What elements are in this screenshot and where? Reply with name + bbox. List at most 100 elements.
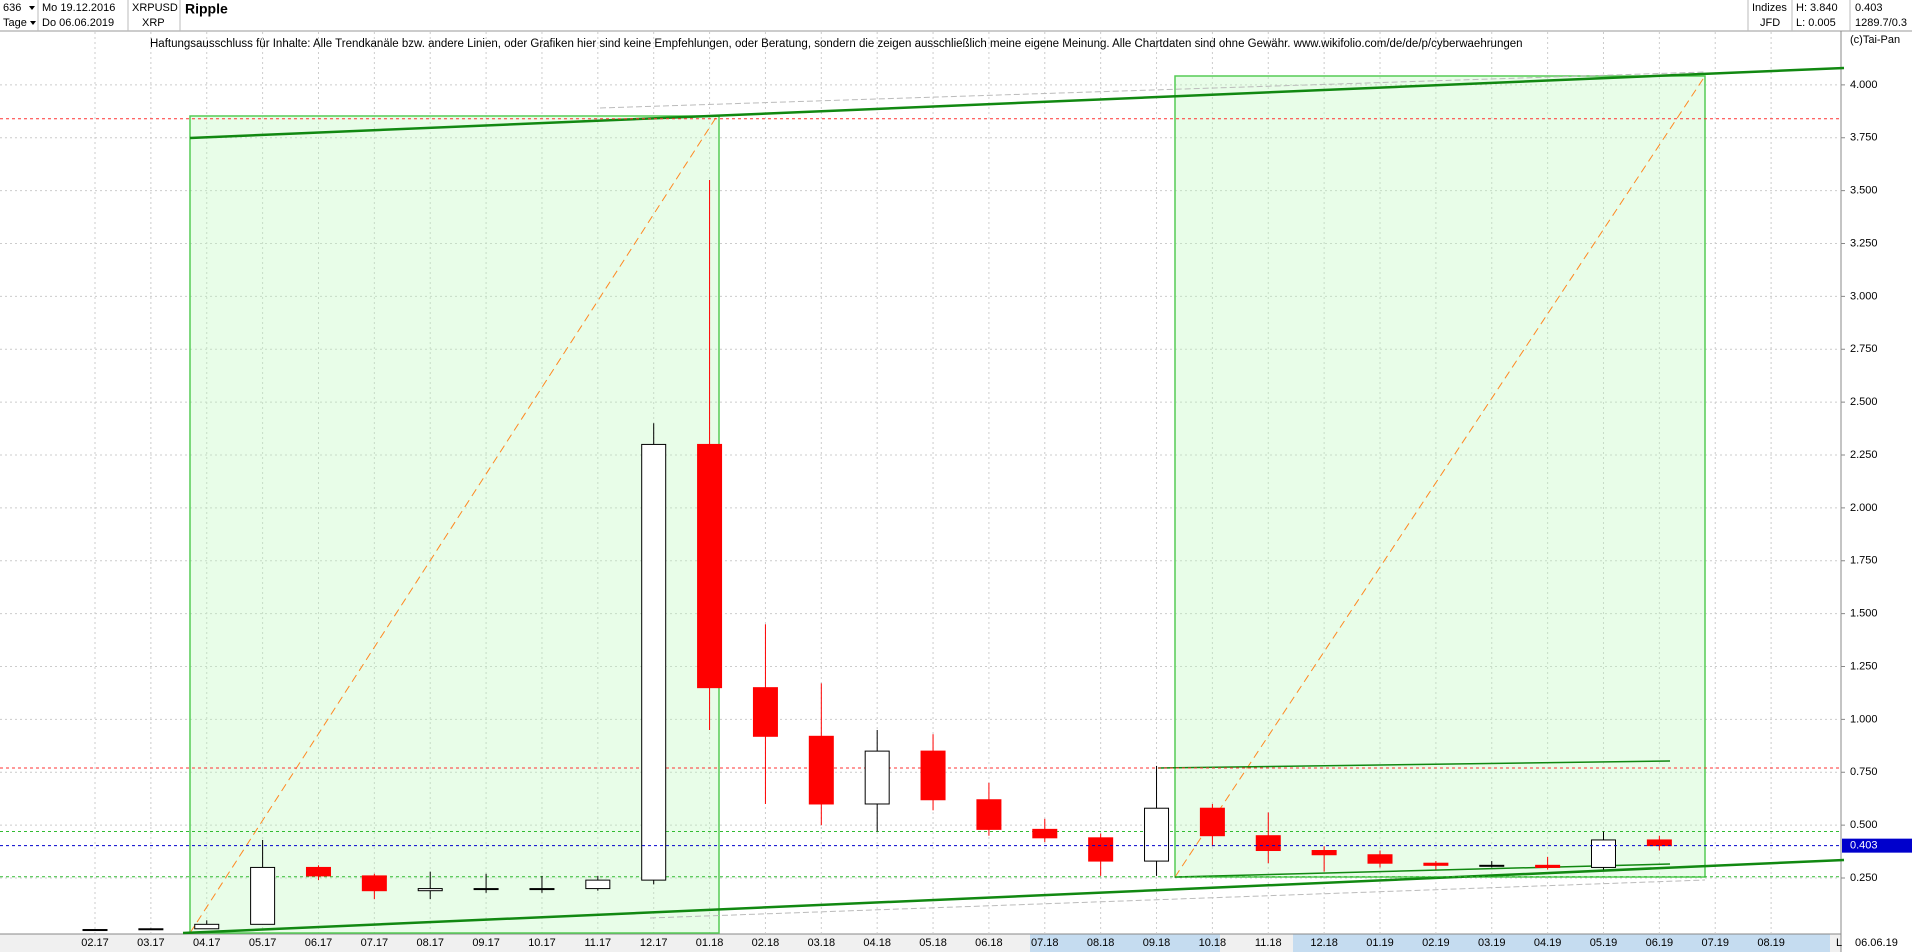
y-tick-label: 1.000 <box>1850 713 1878 725</box>
x-tick-label: 03.17 <box>137 937 165 949</box>
symbol-short: XRP <box>142 17 165 29</box>
x-tick-label: 10.18 <box>1199 937 1227 949</box>
y-tick-label: 3.000 <box>1850 290 1878 302</box>
candle-body <box>1646 839 1672 847</box>
x-tick-label: 09.17 <box>472 937 500 949</box>
x-tick-label: 06.17 <box>305 937 333 949</box>
candle-body <box>417 888 443 892</box>
price-tag <box>1842 838 1912 853</box>
candle-body <box>529 888 555 891</box>
y-tick-label: 3.750 <box>1850 132 1878 144</box>
volume: 1289.7/0.3 <box>1855 17 1907 29</box>
candle-body <box>1199 807 1225 837</box>
candle-body <box>641 443 667 881</box>
y-tick-label: 0.500 <box>1850 819 1878 831</box>
y-tick-label: 1.500 <box>1850 608 1878 620</box>
y-tick-label: 3.500 <box>1850 185 1878 197</box>
candle-body <box>1088 837 1114 862</box>
trend-line <box>182 858 1845 935</box>
trend-line <box>1174 863 1671 878</box>
candle-body <box>194 923 220 930</box>
end-date: Do 06.06.2019 <box>42 17 114 29</box>
y-tick-label: 0.250 <box>1850 872 1878 884</box>
chart-id[interactable]: 636 <box>3 2 21 14</box>
candle-body <box>305 866 331 877</box>
aux-line <box>599 71 1706 109</box>
y-tick-label: 2.250 <box>1850 449 1878 461</box>
candle-body <box>1423 862 1449 866</box>
last-price: 0.403 <box>1855 2 1883 14</box>
low: L: 0.005 <box>1796 17 1836 29</box>
instrument-name: Ripple <box>185 1 228 17</box>
copyright: (c)Tai-Pan <box>1850 34 1900 46</box>
period[interactable]: Tage <box>3 17 27 29</box>
footer-date: 06.06.19 <box>1855 937 1898 949</box>
candle-body <box>82 929 108 932</box>
candle-body <box>1367 854 1393 864</box>
candle-body <box>585 879 611 890</box>
x-tick-label: 02.19 <box>1422 937 1450 949</box>
price-tag-label: 0.403 <box>1850 840 1878 852</box>
x-tick-label: 02.18 <box>752 937 780 949</box>
diagonal <box>1174 75 1706 878</box>
x-tick-label: 07.18 <box>1031 937 1059 949</box>
y-tick-label: 2.000 <box>1850 502 1878 514</box>
candle-body <box>920 750 946 801</box>
x-tick-label: 09.18 <box>1143 937 1171 949</box>
x-tick-label: 02.17 <box>81 937 109 949</box>
scale-mode[interactable]: L <box>1836 937 1842 949</box>
x-tick-label: 03.18 <box>808 937 836 949</box>
candle-body <box>1144 807 1170 862</box>
candle-body <box>1032 828 1058 839</box>
x-tick-label: 01.18 <box>696 937 724 949</box>
x-tick-label: 08.18 <box>1087 937 1115 949</box>
candle-body <box>361 875 387 892</box>
x-tick-label: 05.19 <box>1590 937 1618 949</box>
x-tick-label: 12.17 <box>640 937 668 949</box>
x-tick-label: 04.17 <box>193 937 221 949</box>
y-tick-label: 1.250 <box>1850 660 1878 672</box>
x-tick-label: 05.17 <box>249 937 277 949</box>
dropdown-arrow[interactable] <box>30 21 36 25</box>
candle-body <box>1311 850 1337 856</box>
broker: JFD <box>1760 17 1780 29</box>
x-tick-label: 07.17 <box>361 937 389 949</box>
candle-body <box>473 888 499 891</box>
diagonal <box>189 115 718 934</box>
x-tick-label: 03.19 <box>1478 937 1506 949</box>
dropdown-arrow[interactable] <box>29 6 35 10</box>
high: H: 3.840 <box>1796 2 1838 14</box>
x-axis-highlight <box>1293 934 1830 952</box>
group: Indizes <box>1752 2 1787 14</box>
trend-line <box>1157 760 1671 769</box>
y-tick-label: 4.000 <box>1850 79 1878 91</box>
start-date: Mo 19.12.2016 <box>42 2 115 14</box>
candle-body <box>138 928 164 931</box>
y-tick-label: 2.750 <box>1850 343 1878 355</box>
x-tick-label: 05.18 <box>919 937 947 949</box>
x-tick-label: 08.19 <box>1757 937 1785 949</box>
grid <box>0 32 1845 933</box>
candle-body <box>1255 835 1281 852</box>
plot <box>0 118 1841 932</box>
y-tick-label: 2.500 <box>1850 396 1878 408</box>
candle-body <box>808 735 834 805</box>
x-tick-label: 07.19 <box>1701 937 1729 949</box>
disclaimer: Haftungsausschluss für Inhalte: Alle Tre… <box>150 38 1523 50</box>
candle-body <box>976 799 1002 830</box>
candle-body <box>1535 864 1561 868</box>
symbol: XRPUSD <box>132 2 178 14</box>
trend-line <box>189 66 1845 140</box>
candle-body <box>250 866 276 925</box>
x-tick-label: 11.18 <box>1255 937 1282 949</box>
x-tick-label: 12.18 <box>1310 937 1338 949</box>
x-tick-label: 08.17 <box>416 937 444 949</box>
x-tick-label: 06.19 <box>1646 937 1674 949</box>
candle-body <box>752 687 778 737</box>
y-tick-label: 1.750 <box>1850 555 1878 567</box>
candle-body <box>1479 864 1505 867</box>
x-tick-label: 11.17 <box>584 937 611 949</box>
candle-body <box>864 750 890 805</box>
